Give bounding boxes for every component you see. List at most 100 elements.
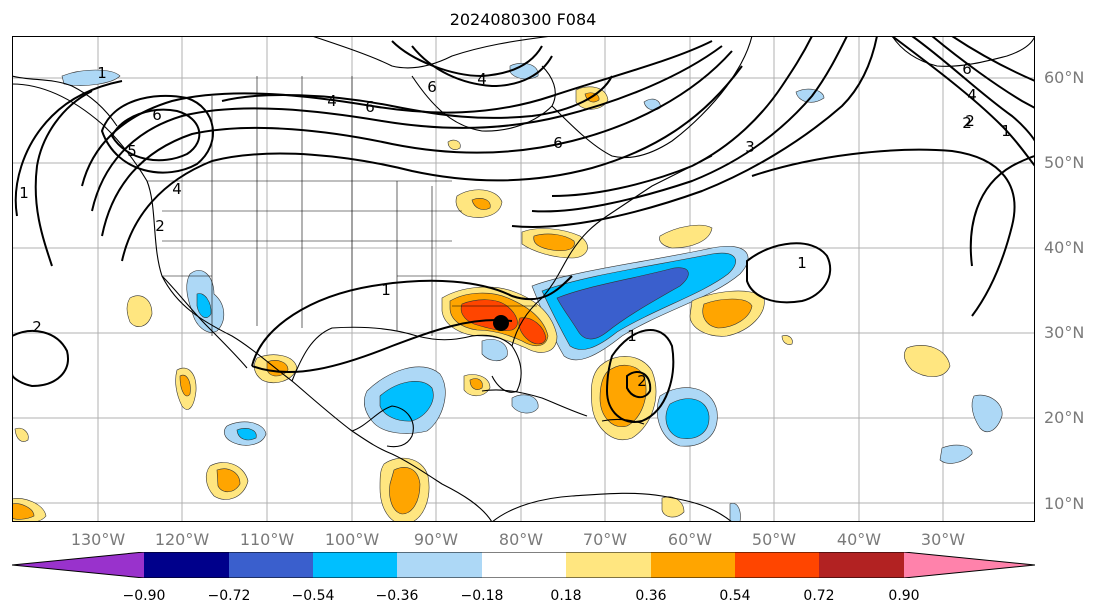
contour-label: 6 bbox=[553, 134, 563, 152]
contour-label: 5 bbox=[127, 142, 137, 160]
contour-label: 4 bbox=[327, 92, 337, 110]
lon-label: 60°W bbox=[667, 530, 713, 549]
contour-label: 1 bbox=[1001, 122, 1011, 140]
alaska-coast bbox=[12, 75, 118, 127]
colorbar-segment bbox=[566, 552, 651, 578]
north-atlantic-positive bbox=[659, 224, 713, 249]
contour-closed-6 bbox=[110, 108, 201, 162]
lon-label: 110°W bbox=[239, 530, 295, 549]
lat-label: 50°N bbox=[1044, 153, 1085, 172]
contour-label: 6 bbox=[152, 106, 162, 124]
contour-label: 6 bbox=[962, 60, 972, 78]
contour-label: 6 bbox=[365, 98, 375, 116]
contour-label: 1 bbox=[627, 327, 637, 345]
labrador-positive-small bbox=[781, 335, 793, 345]
atlantic-positive-core bbox=[702, 298, 753, 329]
colorbar-segment bbox=[651, 552, 735, 578]
greenland bbox=[891, 36, 1035, 67]
east-atlantic-negative-b bbox=[939, 444, 973, 464]
contour-cyclone-inner bbox=[626, 371, 652, 399]
lat-label: 20°N bbox=[1044, 408, 1085, 427]
east-coast bbox=[511, 155, 713, 347]
gulf-of-mexico-coast bbox=[291, 326, 522, 393]
contour-jet-3 bbox=[101, 50, 733, 237]
caribbean-negative-core bbox=[665, 398, 710, 439]
colorbar-segment bbox=[144, 552, 229, 578]
shading-negative bbox=[61, 63, 1003, 464]
contour-north-6 bbox=[391, 40, 543, 78]
contour-big-1b bbox=[251, 319, 513, 374]
contour-label: 2 bbox=[962, 114, 972, 132]
lon-label: 30°W bbox=[920, 530, 966, 549]
contour-label: 2 bbox=[965, 112, 975, 130]
contour-closed-5 bbox=[100, 94, 214, 174]
map-panel: 1 6 4 6 6 4 5 6 1 4 2 2 2 1 1 2 1 6 2 4 … bbox=[12, 36, 1035, 522]
contour-cyclone-2 bbox=[605, 329, 675, 423]
contour-label: 2 bbox=[32, 318, 42, 336]
contour-jet-2 bbox=[91, 45, 723, 212]
contours bbox=[12, 36, 1035, 423]
lat-label: 40°N bbox=[1044, 238, 1085, 257]
contour-label: 1 bbox=[19, 184, 29, 202]
midatlantic-positive-core bbox=[533, 233, 575, 252]
north-america-west-coast bbox=[12, 83, 493, 522]
colorbar-segment bbox=[229, 552, 313, 578]
contour-jet-4 bbox=[121, 65, 743, 262]
colorbar-segment bbox=[735, 552, 819, 578]
lat-label: 10°N bbox=[1044, 494, 1085, 513]
contour-label: 4 bbox=[172, 180, 182, 198]
east-atlantic-negative-a bbox=[971, 394, 1003, 432]
lakes-positive-small bbox=[447, 139, 461, 150]
contour-canada-3 bbox=[551, 36, 813, 197]
gulf-negative-core bbox=[379, 381, 434, 422]
colorbar-extend-high bbox=[904, 552, 1035, 578]
contour-east-arc-1 bbox=[751, 148, 1016, 317]
contour-canada-2 bbox=[531, 36, 848, 213]
contour-label: 6 bbox=[427, 78, 437, 96]
pacific-positive-e bbox=[14, 427, 29, 442]
colorbar-tick-label: −0.90 bbox=[122, 588, 166, 604]
hudson-bay bbox=[411, 65, 556, 132]
pacific-negative-b-core bbox=[236, 428, 257, 441]
alaska-negative bbox=[61, 69, 121, 86]
lon-label: 100°W bbox=[324, 530, 380, 549]
south-america-north bbox=[491, 492, 733, 522]
colorbar-segment bbox=[482, 552, 566, 578]
florida-negative bbox=[481, 339, 508, 362]
pacific-positive-c bbox=[126, 295, 153, 327]
colorbar-tick-label: 0.36 bbox=[635, 588, 667, 604]
contour-atlantic-1 bbox=[746, 242, 832, 304]
contour-label: 1 bbox=[797, 254, 807, 272]
colorbar-segment bbox=[397, 552, 482, 578]
lon-label: 120°W bbox=[154, 530, 210, 549]
colorbar-tick-label: 0.72 bbox=[803, 588, 835, 604]
contour-west-2 bbox=[34, 90, 93, 267]
center-dot bbox=[493, 315, 509, 331]
contour-canada-1 bbox=[511, 36, 878, 228]
contour-ridge-6 bbox=[221, 75, 613, 119]
contour-label: 1 bbox=[97, 64, 107, 82]
colorbar-tick-label: 0.18 bbox=[550, 588, 582, 604]
bahamas-positive-core bbox=[599, 364, 647, 427]
pacific-positive-d-core bbox=[12, 503, 35, 520]
contour-ne-4 bbox=[951, 36, 1035, 82]
contour-west-1 bbox=[14, 80, 123, 217]
contour-east-2 bbox=[969, 155, 1035, 267]
contour-label: 1 bbox=[381, 281, 391, 299]
pacific-positive-b-core bbox=[216, 468, 241, 493]
colorbar-segment bbox=[819, 552, 904, 578]
map-frame bbox=[12, 36, 1035, 522]
contour-ne-2 bbox=[911, 36, 1035, 142]
pacific-negative-a-core bbox=[196, 293, 212, 318]
colorbar-segment bbox=[313, 552, 397, 578]
colorbar bbox=[12, 552, 1035, 578]
baja-peninsula bbox=[161, 275, 248, 369]
cuba-negative bbox=[511, 394, 539, 414]
cuba bbox=[481, 389, 588, 417]
map-title: 2024080300 F084 bbox=[449, 10, 597, 29]
contour-label: 2 bbox=[637, 372, 647, 390]
colorbar-tick-label: 0.54 bbox=[719, 588, 751, 604]
central-america-positive-core bbox=[389, 467, 421, 515]
contour-ne-1 bbox=[891, 36, 1035, 167]
contour-label: 2 bbox=[155, 217, 165, 235]
